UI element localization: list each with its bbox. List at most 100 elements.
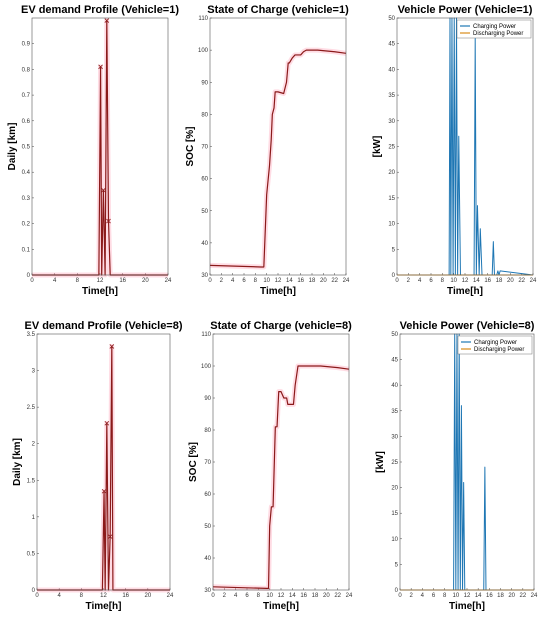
y-tick-label: 0 bbox=[32, 588, 36, 594]
y-tick-label: 0.6 bbox=[22, 119, 31, 125]
chart-title: Vehicle Power (Vehicle=1) bbox=[398, 4, 533, 16]
data-point-marker bbox=[106, 218, 111, 224]
x-tick-label: 8 bbox=[441, 278, 445, 284]
x-tick-label: 14 bbox=[475, 593, 482, 599]
y-tick-label: 50 bbox=[204, 524, 211, 530]
x-tick-label: 12 bbox=[275, 278, 282, 284]
x-tick-label: 20 bbox=[507, 278, 514, 284]
y-tick-label: 0.9 bbox=[22, 42, 31, 48]
x-axis-label: Time[h] bbox=[447, 286, 483, 297]
x-tick-label: 10 bbox=[263, 278, 270, 284]
series-line-1 bbox=[212, 365, 350, 590]
y-tick-label: 0.8 bbox=[22, 67, 31, 73]
y-tick-label: 2.5 bbox=[27, 405, 36, 411]
legend-entry: Charging Power bbox=[474, 340, 517, 346]
legend-entry: Charging Power bbox=[473, 24, 516, 30]
x-tick-label: 4 bbox=[234, 593, 238, 599]
y-tick-label: 100 bbox=[198, 48, 209, 54]
x-tick-label: 16 bbox=[119, 278, 126, 284]
y-tick-label: 15 bbox=[391, 511, 398, 517]
x-tick-label: 12 bbox=[97, 278, 104, 284]
chart-title: EV demand Profile (Vehicle=8) bbox=[24, 320, 182, 332]
y-tick-label: 90 bbox=[201, 80, 208, 86]
chart-soc-8: State of Charge (vehicle=8) Time[h] SOC [%… bbox=[188, 320, 353, 612]
data-point-marker bbox=[109, 344, 115, 349]
x-tick-label: 20 bbox=[320, 278, 327, 284]
y-tick-label: 0.4 bbox=[22, 170, 31, 176]
x-tick-label: 0 bbox=[398, 593, 402, 599]
axes-frame bbox=[212, 333, 350, 591]
series-line-1 bbox=[400, 333, 534, 591]
x-tick-label: 24 bbox=[165, 278, 172, 284]
x-axis-label: Time[h] bbox=[82, 286, 118, 297]
chart-power-8: Vehicle Power (Vehicle=8)Time[h][kW]0 2 4 6… bbox=[375, 320, 538, 612]
x-tick-label: 0 bbox=[208, 278, 212, 284]
plot-area bbox=[213, 334, 349, 590]
axes-frame bbox=[209, 17, 347, 276]
x-tick-label: 24 bbox=[346, 593, 353, 599]
x-tick-label: 4 bbox=[53, 278, 57, 284]
x-tick-label: 20 bbox=[323, 593, 330, 599]
y-tick-label: 10 bbox=[391, 537, 398, 543]
y-tick-label: 3.5 bbox=[27, 332, 36, 338]
x-tick-label: 12 bbox=[464, 593, 471, 599]
plot-area bbox=[397, 18, 533, 275]
x-tick-label: 18 bbox=[497, 593, 504, 599]
x-tick-label: 10 bbox=[266, 593, 273, 599]
x-tick-label: 6 bbox=[242, 278, 246, 284]
y-tick-label: 2 bbox=[32, 442, 36, 448]
y-tick-label: 25 bbox=[388, 145, 395, 151]
chart-soc-1: State of Charge (vehicle=1) Time[h] SOC [%… bbox=[185, 4, 350, 297]
data-point-marker bbox=[101, 488, 107, 494]
x-tick-label: 4 bbox=[418, 278, 422, 284]
data-point-marker bbox=[104, 18, 110, 23]
x-axis-label: Time[h] bbox=[86, 601, 122, 612]
data-point-marker bbox=[101, 187, 106, 193]
x-tick-label: 24 bbox=[531, 593, 538, 599]
chart-ev-demand-1: EV demand Profile (Vehicle=1) Time[h] Dail… bbox=[7, 4, 179, 297]
x-tick-label: 8 bbox=[76, 278, 80, 284]
y-tick-label: 20 bbox=[391, 486, 398, 492]
x-tick-label: 20 bbox=[142, 278, 149, 284]
x-tick-label: 18 bbox=[496, 278, 503, 284]
x-tick-label: 24 bbox=[343, 278, 350, 284]
y-tick-label: 110 bbox=[201, 332, 211, 338]
y-tick-label: 50 bbox=[391, 332, 398, 338]
series-line-1 bbox=[32, 19, 168, 276]
axes-frame bbox=[36, 333, 171, 591]
y-tick-label: 40 bbox=[388, 67, 395, 73]
x-tick-label: 22 bbox=[334, 593, 341, 599]
y-tick-label: 100 bbox=[201, 364, 212, 370]
y-tick-label: 70 bbox=[204, 460, 211, 466]
x-tick-label: 2 bbox=[409, 593, 413, 599]
x-tick-label: 8 bbox=[80, 593, 84, 599]
x-tick-label: 12 bbox=[100, 593, 107, 599]
chart-title: EV demand Profile (Vehicle=1) bbox=[21, 4, 179, 16]
x-tick-label: 14 bbox=[286, 278, 293, 284]
x-tick-label: 8 bbox=[257, 593, 261, 599]
y-tick-label: 0 bbox=[392, 273, 396, 279]
axes-frame bbox=[31, 17, 169, 276]
y-tick-label: 80 bbox=[204, 428, 211, 434]
x-tick-label: 8 bbox=[443, 593, 447, 599]
x-tick-label: 18 bbox=[312, 593, 319, 599]
legend-box bbox=[457, 335, 533, 355]
y-axis-label: [kW] bbox=[372, 136, 383, 158]
y-tick-label: 0.5 bbox=[27, 551, 36, 557]
x-tick-label: 2 bbox=[407, 278, 411, 284]
x-tick-label: 16 bbox=[486, 593, 493, 599]
y-tick-label: 110 bbox=[198, 16, 208, 22]
y-tick-label: 0.1 bbox=[22, 247, 31, 253]
y-tick-label: 60 bbox=[204, 492, 211, 498]
y-axis-label: Daily [km] bbox=[7, 123, 18, 171]
y-tick-label: 35 bbox=[388, 93, 395, 99]
x-axis-label: Time[h] bbox=[260, 286, 296, 297]
y-tick-label: 30 bbox=[391, 434, 398, 440]
y-axis-label: Daily [km] bbox=[12, 438, 23, 486]
x-axis-label: Time[h] bbox=[263, 601, 299, 612]
x-tick-label: 10 bbox=[452, 593, 459, 599]
legend-box bbox=[456, 19, 532, 39]
